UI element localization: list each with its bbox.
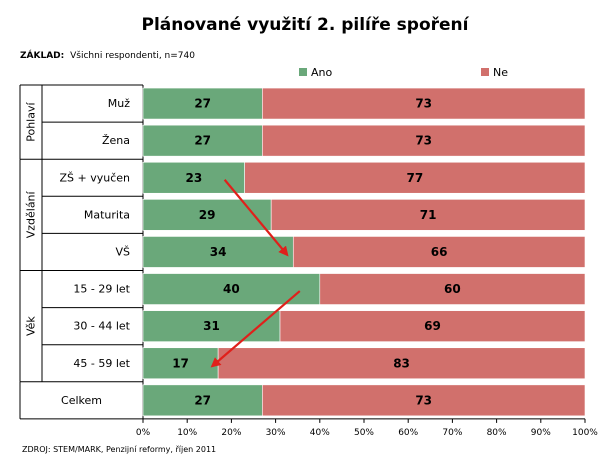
value-label-ano-15-29-let: 40	[223, 282, 240, 296]
bar-ano-maturita	[142, 199, 272, 231]
bar-ne-muz	[262, 87, 586, 120]
legend-label-ne: Ne	[493, 66, 508, 79]
value-label-ne-45-59-let: 83	[393, 356, 410, 370]
value-label-ne-zena: 73	[415, 134, 432, 148]
legend-swatch-ano	[299, 68, 307, 76]
x-tick-label: 40%	[310, 428, 330, 438]
value-label-ano-celkem: 27	[194, 393, 211, 407]
value-label-ne-vs: 66	[431, 245, 448, 259]
category-frame: Pohlaví Vzdělání Věk Muž Žena ZŠ + vyučen Matu…	[19, 84, 144, 420]
trend-arrow-2	[210, 290, 301, 368]
basis-text: Všichni respondenti, n=740	[70, 50, 195, 61]
bars: 27 73 27 73 23 77 29 71 34 66 40 60 31 69 17 83 27 73	[142, 87, 586, 417]
bar-ano-45-59-let	[142, 347, 219, 380]
x-tick-label: 10%	[177, 428, 197, 438]
value-label-ne-30-44-let: 69	[424, 319, 441, 333]
x-axis: 0% 10% 20% 30% 40% 50% 60% 70% 80% 90% 100%	[136, 418, 598, 438]
basis-line: ZÁKLAD: Všichni respondenti, n=740	[20, 49, 195, 61]
value-label-ne-maturita: 71	[420, 208, 437, 222]
value-label-ne-zs-vyucen: 77	[406, 171, 423, 185]
value-label-ano-45-59-let: 17	[172, 356, 189, 370]
category-label-muz: Muž	[108, 97, 130, 110]
value-label-ne-15-29-let: 60	[444, 282, 461, 296]
category-label-vs: VŠ	[115, 245, 130, 258]
bar-ne-30-44-let	[279, 310, 586, 342]
group-label-pohlavi: Pohlaví	[25, 102, 38, 142]
category-label-maturita: Maturita	[84, 208, 130, 221]
x-tick-label: 0%	[136, 428, 151, 438]
x-tick-label: 70%	[442, 428, 462, 438]
x-tick-label: 50%	[354, 428, 374, 438]
x-tick-label: 60%	[398, 428, 418, 438]
value-label-ne-celkem: 73	[415, 393, 432, 407]
x-tick-label: 90%	[531, 428, 551, 438]
value-label-ano-zs-vyucen: 23	[185, 171, 202, 185]
x-tick-label: 30%	[266, 428, 286, 438]
annotations	[210, 179, 301, 368]
trend-arrow-1	[223, 179, 289, 257]
bar-ne-vs	[292, 236, 586, 268]
bar-ano-muz	[142, 87, 263, 120]
bar-ne-15-29-let	[319, 273, 586, 305]
bar-ne-celkem	[262, 384, 586, 417]
value-label-ne-muz: 73	[415, 97, 432, 111]
legend-label-ano: Ano	[311, 66, 332, 79]
group-label-vek: Věk	[25, 316, 38, 336]
category-label-zs-vyucen: ZŠ + vyučen	[59, 171, 130, 184]
x-tick-label: 100%	[572, 428, 598, 438]
bar-ne-zena	[262, 124, 586, 157]
value-label-ano-vs: 34	[210, 245, 227, 259]
bar-ne-maturita	[270, 199, 586, 231]
legend-swatch-ne	[481, 68, 489, 76]
category-label-15-29-let: 15 - 29 let	[73, 283, 130, 296]
category-label-zena: Žena	[102, 134, 130, 147]
legend: Ano Ne	[299, 66, 508, 79]
source-note: ZDROJ: STEM/MARK, Penzijní reformy, říje…	[22, 445, 216, 454]
category-label-45-59-let: 45 - 59 let	[73, 357, 130, 370]
value-label-ano-muz: 27	[194, 97, 211, 111]
category-label-30-44-let: 30 - 44 let	[73, 320, 130, 333]
bar-ne-zs-vyucen	[244, 161, 586, 194]
chart-title: Plánované využití 2. pilíře spoření	[141, 15, 469, 35]
value-label-ano-zena: 27	[194, 134, 211, 148]
bar-ano-30-44-let	[142, 310, 281, 342]
value-label-ano-maturita: 29	[199, 208, 216, 222]
bar-ne-45-59-let	[217, 347, 586, 380]
category-label-celkem: Celkem	[61, 394, 102, 407]
bar-ano-zena	[142, 124, 263, 157]
group-label-vzdelani: Vzdělání	[25, 190, 38, 238]
bar-ano-celkem	[142, 384, 263, 417]
x-tick-label: 20%	[221, 428, 241, 438]
basis-label: ZÁKLAD:	[20, 49, 64, 61]
x-tick-label: 80%	[487, 428, 507, 438]
value-label-ano-30-44-let: 31	[203, 319, 220, 333]
